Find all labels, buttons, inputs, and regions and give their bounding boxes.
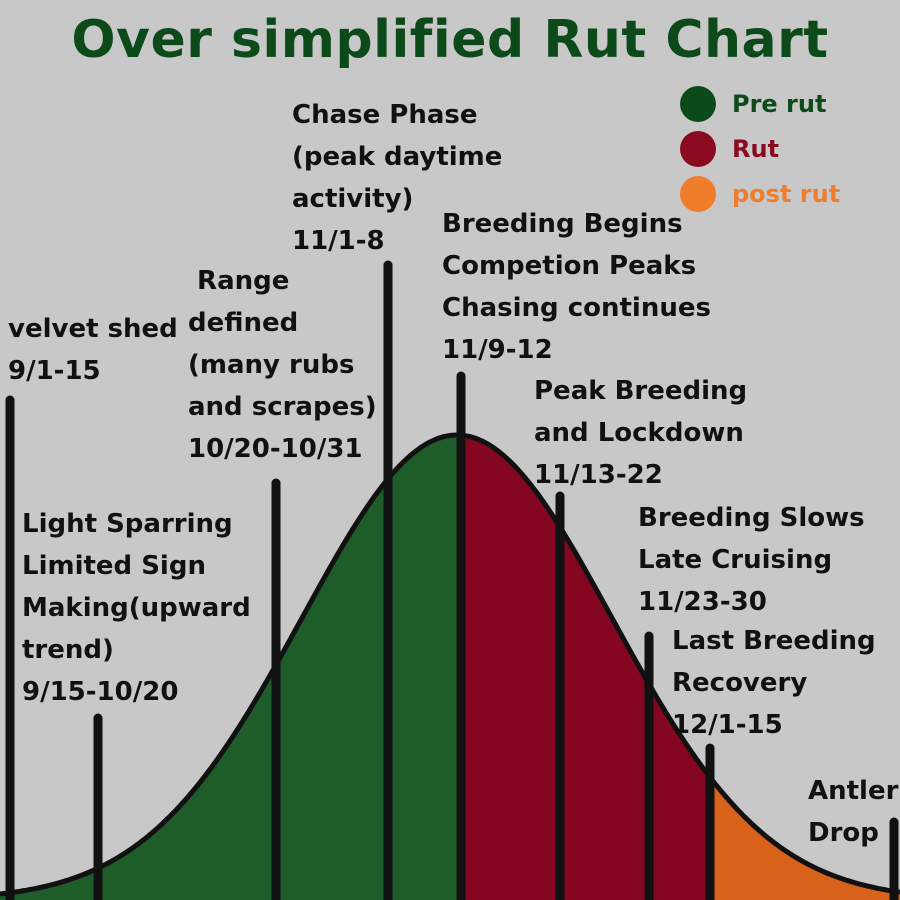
legend-dot-pre-rut [680,86,716,122]
label-breeding-slows: Breeding Slows Late Cruising 11/23-30 [638,503,865,617]
label-peak-breeding: Peak Breeding and Lockdown 11/13-22 [534,376,748,490]
label-breeding-begins: Breeding Begins Competion Peaks Chasing … [442,209,711,365]
label-light-sparring: Light Sparring Limited Sign Making(upwar… [22,509,251,707]
legend-label-pre-rut: Pre rut [732,90,827,118]
legend-post-rut: post rut [680,176,840,212]
curve-outline [0,432,900,897]
legend-label-post-rut: post rut [732,180,841,208]
page-title: Over simplified Rut Chart [71,10,829,70]
label-chase-phase: Chase Phase (peak daytime activity) 11/1… [292,100,503,256]
label-antler-drop: Antler Drop [808,776,899,848]
label-velvet-shed: velvet shed 9/1-15 [8,314,178,386]
phase-markers [5,260,899,900]
legend-rut: Rut [680,131,779,167]
legend-pre-rut: Pre rut [680,86,826,122]
post-rut-area [712,779,900,900]
legend-label-rut: Rut [732,135,780,163]
label-range-defined: Range defined (many rubs and scrapes) 10… [188,266,377,464]
legend-dot-rut [680,131,716,167]
pre-rut-area [0,435,460,900]
label-last-breeding: Last Breeding Recovery 12/1-15 [672,626,876,740]
legend-dot-post-rut [680,176,716,212]
